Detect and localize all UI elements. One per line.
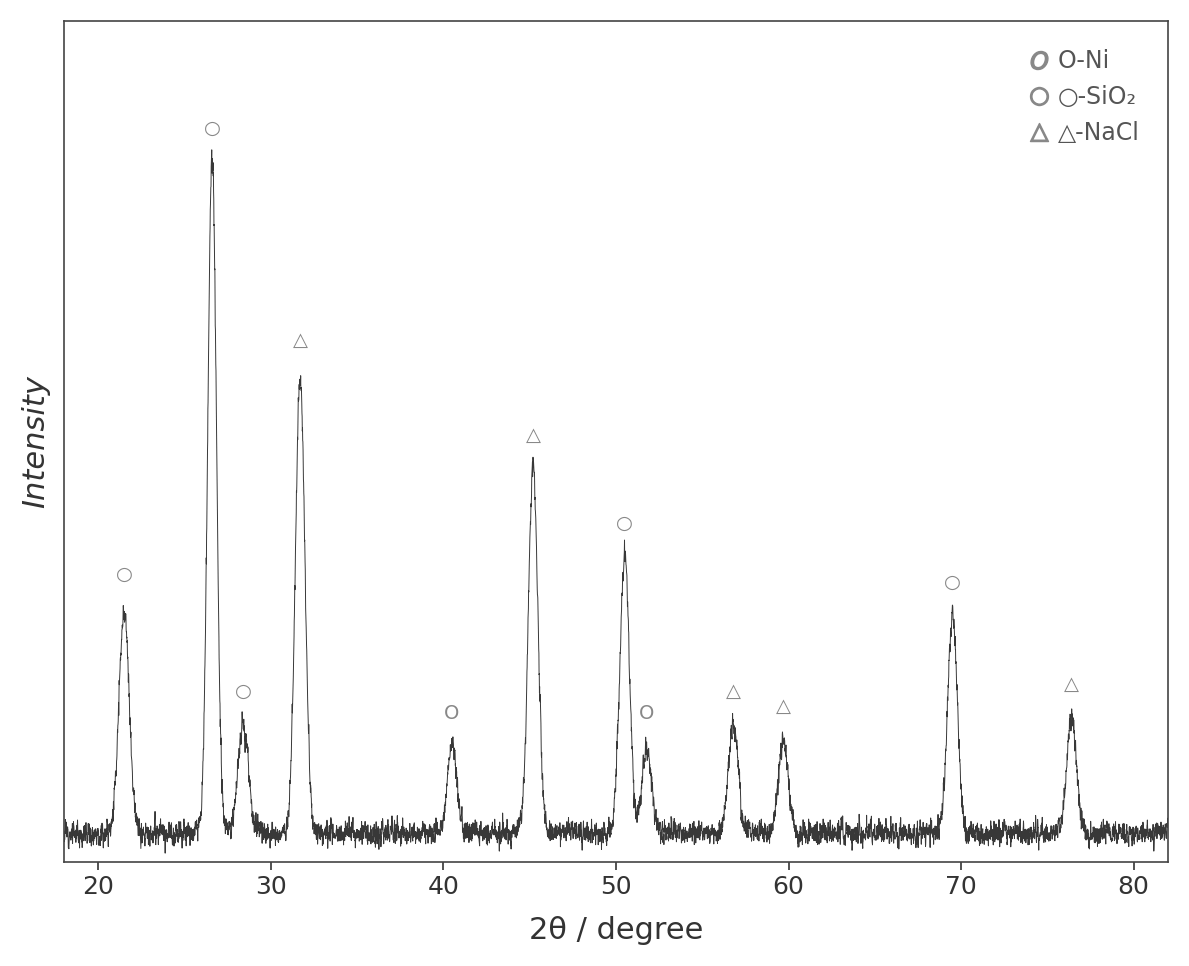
Text: ○: ○: [115, 565, 133, 584]
Text: O: O: [640, 704, 655, 724]
Text: O: O: [445, 704, 460, 724]
Text: △: △: [776, 696, 791, 716]
Text: ○: ○: [234, 682, 252, 701]
Text: △: △: [526, 426, 541, 445]
Text: ○: ○: [616, 514, 633, 533]
Text: ○: ○: [944, 573, 961, 591]
Text: △: △: [1064, 675, 1080, 694]
Text: △: △: [292, 331, 308, 350]
Y-axis label: Intensity: Intensity: [21, 375, 50, 508]
Text: ○: ○: [203, 119, 221, 138]
Legend: O-Ni, ○-SiO₂, △-NaCl: O-Ni, ○-SiO₂, △-NaCl: [1018, 40, 1150, 155]
Text: △: △: [725, 682, 741, 701]
X-axis label: 2θ / degree: 2θ / degree: [529, 916, 703, 945]
